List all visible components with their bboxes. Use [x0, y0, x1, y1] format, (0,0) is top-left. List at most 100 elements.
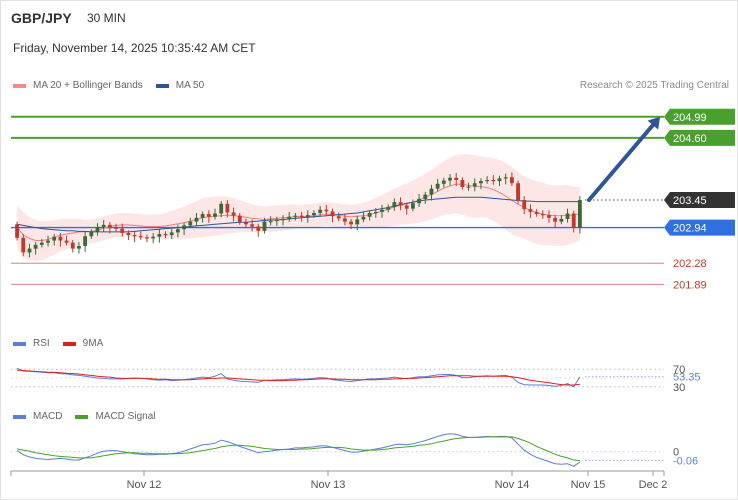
candle [547, 210, 551, 223]
candle [163, 231, 168, 238]
candle [151, 232, 156, 244]
candle [553, 215, 558, 228]
datetime-label: Friday, November 14, 2025 10:35:42 AM CE… [13, 41, 256, 55]
candle [188, 217, 193, 229]
candle-body [138, 236, 143, 238]
candle [565, 208, 570, 223]
candle [336, 212, 341, 222]
candle-body [163, 234, 168, 236]
candle [577, 196, 582, 234]
credit-label: Research © 2025 Trading Central [579, 80, 729, 91]
candle [200, 211, 205, 223]
rsi-legend-label: RSI [33, 338, 50, 349]
candle-body [342, 218, 347, 222]
candle-body [293, 215, 298, 217]
candle [33, 242, 38, 255]
level-tag-box [664, 108, 735, 125]
candle [435, 178, 440, 192]
candle-body [250, 224, 255, 227]
candle [299, 211, 304, 222]
candle-body [547, 215, 551, 218]
candle [485, 176, 490, 184]
candle-body [268, 221, 273, 223]
candle-body [392, 202, 397, 208]
candle [472, 178, 477, 192]
candle [27, 243, 32, 258]
candle-body [70, 242, 75, 249]
candle-body [231, 212, 236, 216]
candle-body [509, 177, 514, 184]
candle-body [101, 224, 106, 228]
candle [219, 201, 224, 218]
candle-body [540, 214, 545, 216]
rsi-ma-legend-swatch [62, 341, 76, 346]
level-tag-box [664, 192, 735, 208]
candle [528, 204, 533, 218]
candle-body [182, 225, 186, 230]
candle [497, 175, 502, 186]
candle [361, 211, 366, 223]
candle [559, 215, 564, 225]
candle [312, 210, 316, 218]
candle [293, 212, 298, 221]
candle [114, 223, 118, 232]
macd-series-1 [17, 436, 580, 462]
candle-body [213, 213, 217, 217]
candle-body [460, 180, 465, 188]
candle-body [95, 227, 100, 232]
candle-body [33, 244, 38, 249]
candle-body [83, 236, 88, 246]
candle [287, 211, 292, 222]
candle [534, 209, 539, 217]
candle [274, 216, 279, 226]
candle [250, 219, 255, 232]
candle [182, 222, 186, 236]
candle [324, 204, 329, 217]
candle-body [114, 227, 118, 229]
candle-body [157, 234, 162, 237]
candle [58, 232, 63, 247]
candle-body [386, 207, 391, 210]
rsi-tick-label: 70 [673, 364, 685, 376]
candle [256, 223, 261, 237]
level-tag-label: 202.28 [673, 258, 707, 270]
candle [522, 196, 527, 215]
candle-body [89, 231, 94, 237]
candle-body [417, 198, 422, 204]
x-axis: Nov 12 Nov 13 Nov 14 Nov 15 Dec 2 [10, 470, 667, 491]
level-tag-support: 202.28 [673, 258, 707, 270]
candle [126, 230, 131, 240]
candle-body [553, 217, 558, 222]
candle [398, 197, 403, 211]
level-tag-current: 203.45 [664, 192, 735, 208]
candle-body [256, 226, 261, 231]
candle-body [64, 240, 69, 243]
x-tick-label: Nov 15 [571, 479, 606, 491]
level-tag-resistance: 204.99 [664, 108, 735, 125]
macd-series-0 [16, 433, 581, 467]
candle-body [466, 186, 471, 188]
candle [169, 228, 174, 239]
price-panel: 204.99 204.60 203.45 202.94 202.28 201.89 [11, 108, 735, 291]
candle [404, 202, 409, 215]
candle [95, 223, 100, 236]
rsi-ma-legend-label: 9MA [82, 338, 104, 349]
candle [132, 231, 137, 243]
macd-signal-legend-swatch [75, 414, 89, 419]
candle-body [244, 222, 248, 225]
candle-body [534, 211, 539, 215]
bollinger-band [17, 154, 580, 262]
candle [479, 178, 483, 190]
candle-body [274, 219, 279, 222]
candle [441, 177, 446, 188]
macd-legend-label: MACD [33, 411, 63, 422]
candle-body [330, 211, 335, 217]
candle-body [27, 248, 32, 253]
candle [101, 220, 106, 232]
candle [417, 194, 422, 208]
rsi-last-label: 53.35 [673, 372, 701, 384]
candle-body [367, 212, 372, 217]
candle [423, 191, 428, 204]
forecast-arrow-head [647, 116, 660, 130]
candle-body [454, 177, 459, 180]
